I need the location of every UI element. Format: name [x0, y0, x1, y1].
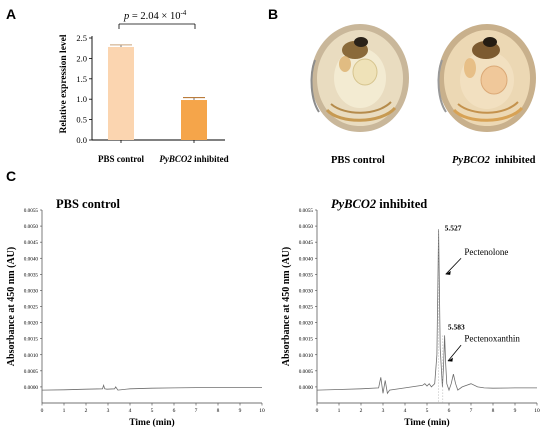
- chrom-y-tick-label: 0.0035: [24, 272, 39, 278]
- photo-label-inhibited: PyBCO2 inhibited: [452, 155, 535, 166]
- chrom-y-tick-label: 0.0005: [299, 369, 314, 375]
- chrom-y-tick-label: 0.0010: [299, 353, 314, 359]
- chrom-x-tick-label: 0: [316, 408, 319, 414]
- bar-y-tick-label: 0.0: [76, 135, 87, 145]
- chrom-x-axis-label: Time (min): [404, 417, 449, 428]
- bar-pbs: [108, 46, 134, 141]
- bar-y-axis-label: Relative expression level: [59, 34, 69, 133]
- chrom-trace: [316, 229, 537, 395]
- chrom-y-tick-label: 0.0045: [299, 240, 314, 246]
- peak-2-name: Pectenoxanthin: [464, 334, 520, 344]
- bar-y-tick-label: 2.5: [76, 33, 87, 43]
- chrom-y-tick-label: 0.0005: [24, 369, 39, 375]
- chrom-y-tick-label: 0.0000: [299, 385, 314, 391]
- chrom-y-tick-label: 0.0025: [24, 305, 39, 311]
- chrom-y-tick-label: 0.0015: [24, 337, 39, 343]
- scallop-photo-pbs: [310, 24, 409, 132]
- chrom-x-tick-label: 7: [195, 408, 198, 414]
- chrom-y-tick-label: 0.0020: [24, 321, 39, 327]
- chrom-x-axis-label: Time (min): [129, 417, 174, 428]
- panel-letter-c: C: [6, 168, 17, 184]
- p-value-label: p = 2.04 × 10-4: [123, 9, 187, 22]
- peak-2-arrow: [447, 344, 462, 362]
- chrom-x-tick-label: 2: [360, 408, 363, 414]
- chrom-title: PyBCO2 inhibited: [331, 197, 427, 211]
- chrom-y-tick-label: 0.0030: [299, 288, 314, 294]
- photo-label-pbs: PBS control: [331, 155, 385, 166]
- bar-x-label-inhibited: PyBCO2 inhibited: [159, 154, 228, 164]
- peak-2-arrowhead: [447, 357, 453, 362]
- chrom-x-tick-label: 5: [426, 408, 429, 414]
- bar-y-tick-label: 0.5: [76, 115, 87, 125]
- photo-label-gene: PyBCO2: [452, 155, 490, 166]
- bar-inhibited: [181, 100, 207, 140]
- chrom-x-tick-label: 7: [470, 408, 473, 414]
- chrom-x-tick-label: 3: [382, 408, 385, 414]
- chrom-x-tick-label: 4: [404, 408, 407, 414]
- photo-label-inhibited-text: inhibited: [495, 155, 536, 166]
- chrom-x-tick-label: 1: [338, 408, 341, 414]
- bar-x-label-pbs: PBS control: [98, 154, 145, 164]
- chrom-x-tick-label: 4: [129, 408, 132, 414]
- chrom-y-tick-label: 0.0055: [299, 208, 314, 214]
- chrom-x-tick-label: 6: [173, 408, 176, 414]
- bar-y-tick-label: 1.0: [76, 94, 87, 104]
- chrom-x-tick-label: 10: [534, 408, 540, 414]
- chrom-title: PBS control: [56, 197, 121, 211]
- chrom-x-tick-label: 1: [63, 408, 66, 414]
- chrom-y-tick-label: 0.0055: [24, 208, 39, 214]
- chrom-title-rest: inhibited: [376, 197, 427, 211]
- chrom-y-tick-label: 0.0050: [299, 224, 314, 230]
- chrom-y-axis-label: Absorbance at 450 nm (AU): [281, 247, 292, 366]
- peak-1-time: 5.527: [445, 223, 462, 232]
- bar-y-tick-label: 2.0: [76, 53, 87, 63]
- chrom-y-tick-label: 0.0040: [299, 256, 314, 262]
- chromatogram-pbs: 0.0000 0.0005 0.0010 0.0015 0.0020 0.0025 0.00…: [6, 197, 265, 428]
- chrom-y-tick-label: 0.0000: [24, 385, 39, 391]
- chrom-x-tick-label: 0: [41, 408, 44, 414]
- chrom-x-tick-label: 2: [85, 408, 88, 414]
- chrom-y-axis-label: Absorbance at 450 nm (AU): [6, 247, 17, 366]
- chrom-x-tick-label: 9: [239, 408, 242, 414]
- chrom-y-tick-label: 0.0050: [24, 224, 39, 230]
- chrom-x-tick-label: 5: [151, 408, 154, 414]
- chrom-x-tick-label: 8: [217, 408, 220, 414]
- chrom-y-tick-label: 0.0025: [299, 305, 314, 311]
- chrom-x-tick-label: 10: [259, 408, 265, 414]
- bar-y-tick-label: 1.5: [76, 74, 87, 84]
- chrom-y-tick-label: 0.0040: [24, 256, 39, 262]
- chromatogram-inhibited: 0.0000 0.0005 0.0010 0.0015 0.0020 0.0025 0.00…: [281, 197, 540, 428]
- peak-1-arrowhead: [445, 270, 451, 275]
- chrom-x-tick-label: 9: [514, 408, 517, 414]
- chrom-trace: [41, 383, 262, 391]
- peak-1-name: Pectenolone: [464, 247, 508, 257]
- chrom-y-tick-label: 0.0035: [299, 272, 314, 278]
- chrom-y-tick-label: 0.0030: [24, 288, 39, 294]
- peak-1-arrow: [445, 257, 462, 275]
- chrom-x-tick-label: 8: [492, 408, 495, 414]
- panel-letter-a: A: [6, 6, 17, 22]
- chrom-y-tick-label: 0.0020: [299, 321, 314, 327]
- panel-letter-b: B: [268, 6, 279, 22]
- chrom-y-tick-label: 0.0045: [24, 240, 39, 246]
- chrom-axes: 0.0000 0.0005 0.0010 0.0015 0.0020 0.0025 0.00…: [6, 197, 265, 428]
- chrom-x-tick-label: 6: [448, 408, 451, 414]
- bar-chart: 0.0 0.5 1.0 1.5 2.0 2.5 p = 2.04 × 10-4 Relat…: [59, 9, 229, 164]
- chrom-axes: 0.0000 0.0005 0.0010 0.0015 0.0020 0.0025 0.00…: [281, 197, 540, 428]
- chrom-y-tick-label: 0.0010: [24, 353, 39, 359]
- chrom-title-gene: PyBCO2: [331, 197, 376, 211]
- scallop-photo-inhibited: [437, 24, 536, 132]
- chrom-y-tick-label: 0.0015: [299, 337, 314, 343]
- chrom-x-tick-label: 3: [107, 408, 110, 414]
- peak-2-time: 5.583: [448, 322, 465, 331]
